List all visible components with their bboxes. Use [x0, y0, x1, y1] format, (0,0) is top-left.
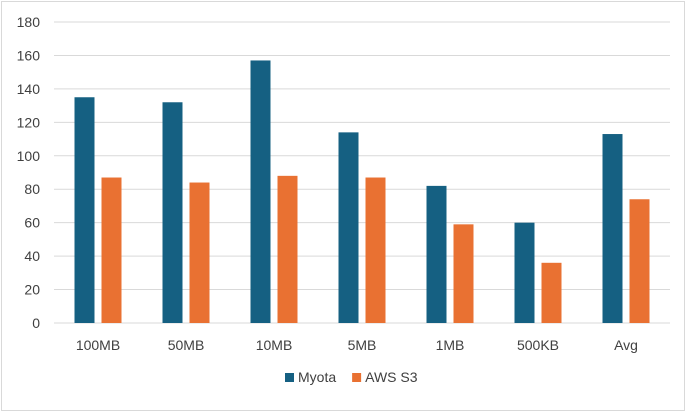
y-tick-label: 40: [24, 248, 40, 264]
x-tick-label: 1MB: [436, 337, 465, 353]
y-tick-label: 20: [24, 282, 40, 298]
y-tick-label: 60: [24, 215, 40, 231]
bars: [74, 60, 650, 324]
x-tick-label: 10MB: [256, 337, 293, 353]
y-tick-label: 180: [17, 14, 41, 30]
x-tick-label: 5MB: [348, 337, 377, 353]
legend-label: AWS S3: [365, 369, 418, 385]
y-tick-label: 160: [17, 47, 41, 63]
x-tick-label: 50MB: [168, 337, 205, 353]
y-tick-label: 140: [17, 81, 41, 97]
y-tick-label: 80: [24, 181, 40, 197]
y-tick-label: 120: [17, 114, 41, 130]
bar-myota: [162, 102, 183, 324]
legend-swatch: [285, 373, 294, 382]
bar-myota: [74, 97, 95, 323]
bar-myota: [514, 222, 535, 323]
x-tick-label: 100MB: [76, 337, 120, 353]
bar-aws-s3: [277, 175, 298, 323]
bar-aws-s3: [101, 177, 122, 323]
gridlines: [54, 21, 670, 324]
x-axis-tick-labels: 100MB 50MB 10MB 5MB 1MB 500KB Avg: [76, 337, 638, 353]
legend-swatch: [352, 373, 362, 382]
bar-chart: 0 20 40 60 80 100 120 140 160 180 100MB 50MB 10MB 5M…: [17, 14, 670, 385]
x-tick-label: Avg: [614, 337, 638, 353]
y-tick-label: 100: [17, 148, 41, 164]
legend-label: Myota: [298, 369, 336, 385]
bar-myota: [338, 132, 359, 323]
y-axis-tick-labels: 0 20 40 60 80 100 120 140 160 180: [17, 14, 41, 331]
bar-aws-s3: [189, 182, 210, 323]
y-tick-label: 0: [32, 315, 40, 331]
bar-aws-s3: [453, 224, 474, 323]
legend: Myota AWS S3: [285, 369, 418, 385]
bar-myota: [250, 60, 271, 323]
bar-aws-s3: [541, 262, 562, 323]
bar-myota: [602, 134, 623, 323]
x-tick-label: 500KB: [517, 337, 559, 353]
chart-frame: 0 20 40 60 80 100 120 140 160 180 100MB 50MB 10MB 5M…: [1, 1, 685, 411]
bar-aws-s3: [629, 199, 650, 323]
bar-aws-s3: [365, 177, 386, 323]
bar-myota: [426, 185, 447, 323]
